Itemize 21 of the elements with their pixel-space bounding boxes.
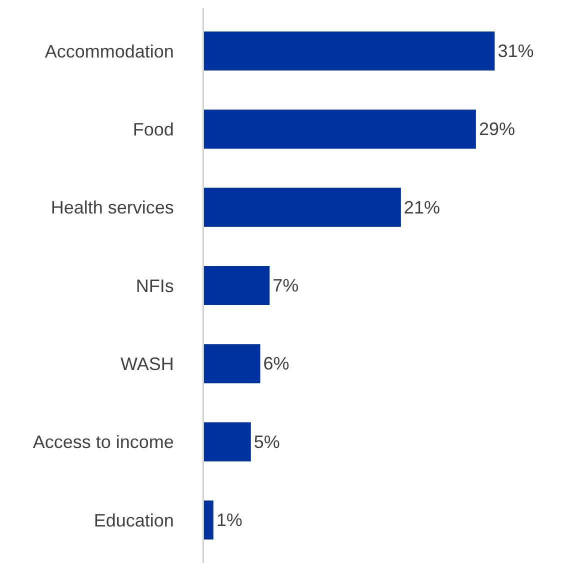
bar <box>204 500 214 540</box>
data-label: 1% <box>216 510 242 530</box>
bar <box>204 266 270 306</box>
y-tick-label: WASH <box>120 354 174 374</box>
bar <box>204 31 495 71</box>
data-label: 31% <box>498 40 534 61</box>
data-label: 21% <box>404 197 440 218</box>
data-label: 5% <box>254 432 280 452</box>
y-tick-label: Access to income <box>32 432 174 452</box>
y-tick-label: Education <box>94 510 174 530</box>
bar <box>204 422 251 462</box>
y-tick-label: NFIs <box>136 276 174 296</box>
y-tick-label: Accommodation <box>44 41 174 62</box>
data-label: 6% <box>263 354 290 374</box>
y-tick-label: Food <box>132 119 174 140</box>
data-label: 29% <box>478 119 515 140</box>
bar <box>204 110 476 149</box>
bar <box>204 188 401 227</box>
y-tick-label: Health services <box>50 198 174 218</box>
data-label: 7% <box>272 276 299 296</box>
bar <box>204 344 260 384</box>
